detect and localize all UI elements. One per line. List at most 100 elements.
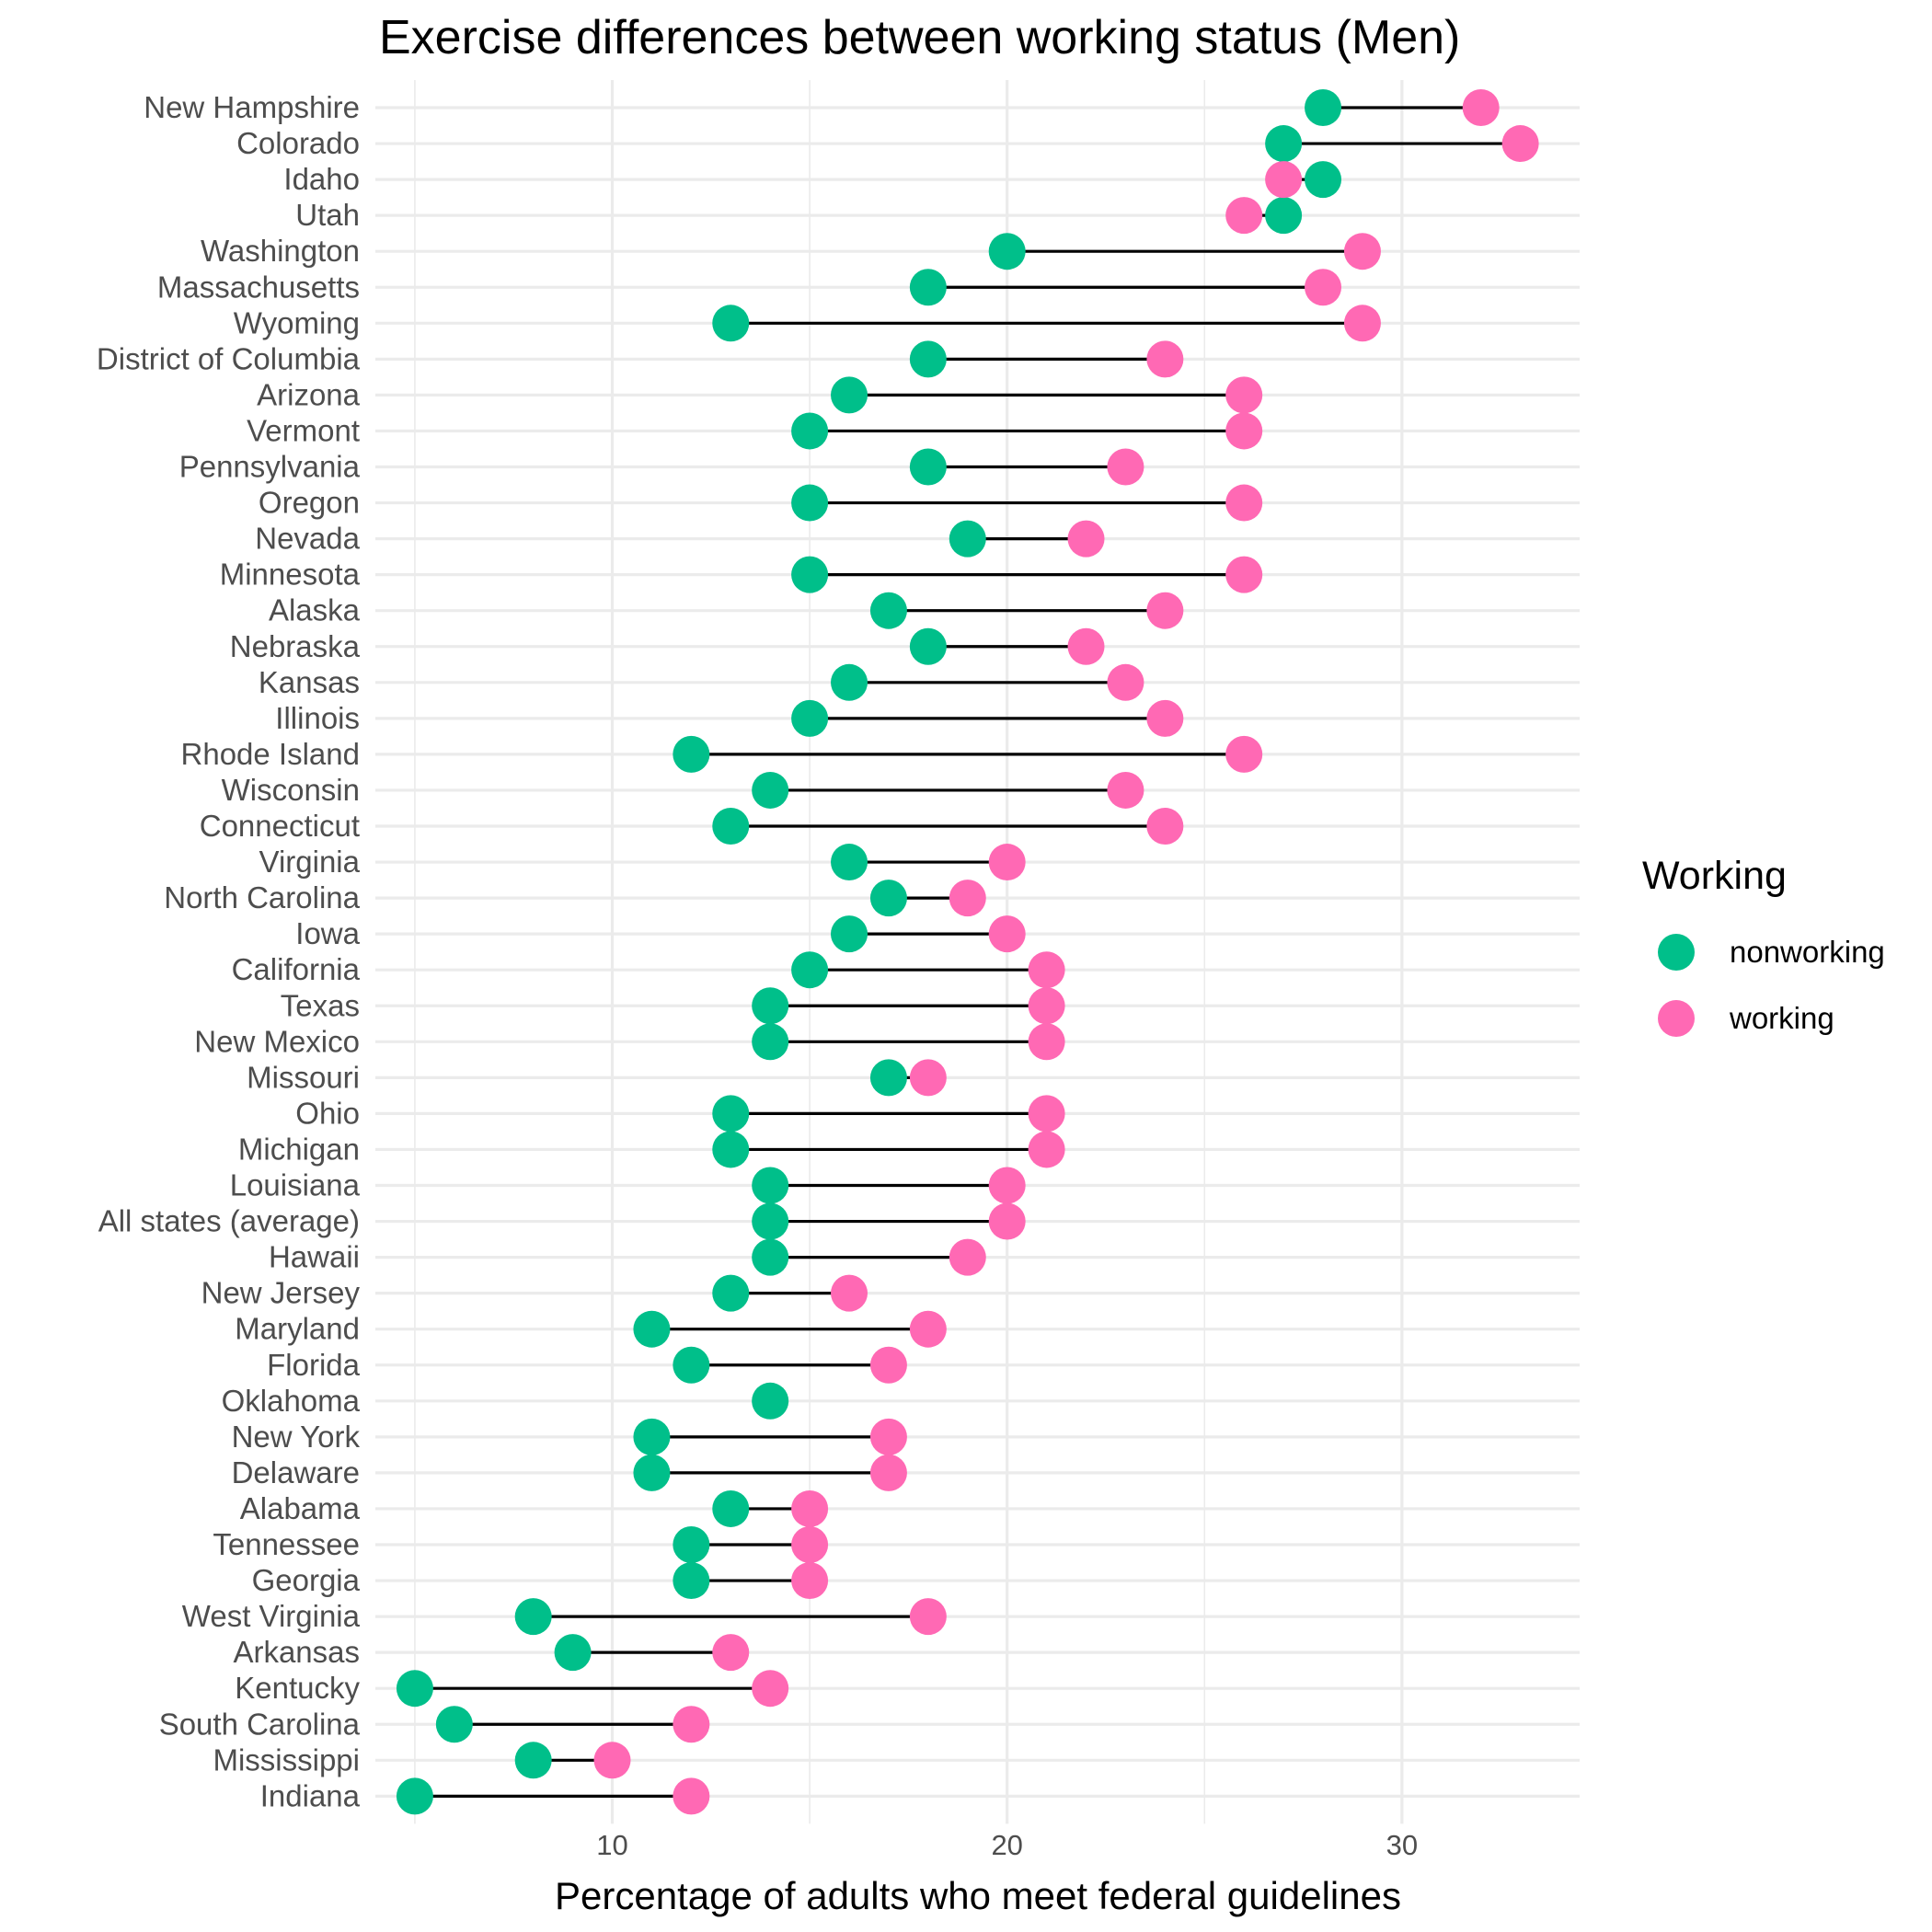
point-working (988, 1167, 1026, 1204)
point-working (909, 1598, 947, 1636)
point-nonworking (791, 699, 829, 737)
y-tick-label: Louisiana (230, 1168, 361, 1202)
point-working (1225, 376, 1263, 414)
point-working (1225, 197, 1263, 235)
point-nonworking (752, 771, 789, 809)
y-tick-label: Utah (295, 198, 360, 232)
grid-lines (375, 80, 1580, 1824)
y-tick-label: Idaho (283, 162, 360, 196)
point-nonworking (396, 1777, 433, 1815)
point-nonworking (554, 1634, 592, 1672)
point-nonworking (1305, 161, 1342, 199)
point-working (1028, 987, 1065, 1025)
y-tick-label: Wisconsin (222, 773, 360, 807)
point-nonworking (791, 412, 829, 450)
point-nonworking (949, 520, 986, 558)
y-tick-label: Connecticut (200, 809, 360, 843)
point-nonworking (909, 627, 947, 665)
legend-entries: nonworking working (1658, 934, 1885, 1037)
point-working (1225, 484, 1263, 522)
point-nonworking (831, 663, 868, 701)
y-tick-label: Maryland (235, 1312, 360, 1346)
point-working (909, 1059, 947, 1097)
legend-label-working: working (1729, 1001, 1834, 1035)
y-tick-label: Tennessee (213, 1527, 360, 1561)
y-tick-label: Indiana (260, 1778, 361, 1812)
point-working (1305, 269, 1342, 306)
y-tick-label: California (232, 952, 361, 986)
point-nonworking (673, 1346, 710, 1384)
point-nonworking (869, 880, 907, 917)
point-working (1028, 1095, 1065, 1133)
point-working (869, 1418, 907, 1455)
point-working (1067, 520, 1105, 558)
y-tick-label: Virginia (259, 845, 361, 879)
legend-key-working (1658, 1000, 1695, 1037)
point-working (831, 1274, 868, 1312)
legend-title: Working (1642, 854, 1787, 898)
point-working (1343, 233, 1381, 270)
y-tick-label: Arizona (257, 377, 361, 411)
point-working (752, 1670, 789, 1708)
point-working (1146, 592, 1184, 629)
point-working (1225, 556, 1263, 593)
point-working (791, 1526, 829, 1563)
point-nonworking (752, 987, 789, 1025)
point-working (712, 1634, 750, 1672)
point-nonworking (831, 844, 868, 881)
point-nonworking (909, 269, 947, 306)
point-nonworking (1305, 89, 1342, 126)
point-nonworking (791, 484, 829, 522)
point-nonworking (752, 1238, 789, 1276)
x-axis-tick-labels: 10 20 30 (596, 1829, 1418, 1861)
point-nonworking (673, 735, 710, 773)
point-nonworking (752, 1167, 789, 1204)
y-tick-label: Rhode Island (181, 737, 360, 771)
point-working (949, 880, 986, 917)
y-tick-label: Michigan (238, 1132, 360, 1166)
y-tick-label: West Virginia (182, 1599, 361, 1633)
point-nonworking (435, 1706, 473, 1743)
point-nonworking (752, 1382, 789, 1420)
point-nonworking (988, 233, 1026, 270)
legend: Working nonworking working (1642, 854, 1885, 1037)
point-nonworking (791, 556, 829, 593)
y-tick-label: All states (average) (98, 1204, 360, 1238)
point-nonworking (396, 1670, 433, 1708)
point-working (1028, 1023, 1065, 1061)
point-working (1107, 663, 1144, 701)
point-nonworking (712, 1489, 750, 1527)
point-nonworking (752, 1202, 789, 1240)
point-nonworking (712, 1131, 750, 1168)
x-axis-title: Percentage of adults who meet federal gu… (555, 1874, 1401, 1917)
y-tick-label: Mississippi (213, 1742, 360, 1777)
point-working (1067, 627, 1105, 665)
y-tick-label: Alabama (240, 1491, 361, 1525)
point-nonworking (712, 1274, 750, 1312)
point-nonworking (514, 1598, 552, 1636)
point-working (1146, 808, 1184, 845)
point-working (1028, 1131, 1065, 1168)
point-working (1501, 125, 1539, 163)
point-working (1107, 448, 1144, 486)
y-tick-label: Nevada (255, 522, 360, 556)
y-tick-label: Kentucky (235, 1671, 360, 1705)
x-tick-label: 30 (1386, 1829, 1418, 1861)
y-tick-label: Arkansas (233, 1635, 360, 1669)
y-tick-label: New Mexico (194, 1024, 360, 1058)
point-working (1028, 951, 1065, 989)
point-nonworking (869, 1059, 907, 1097)
point-nonworking (909, 448, 947, 486)
point-working (1462, 89, 1500, 126)
data-points (396, 89, 1539, 1815)
point-nonworking (633, 1454, 671, 1491)
y-tick-label: South Carolina (159, 1707, 361, 1741)
chart-title: Exercise differences between working sta… (379, 11, 1460, 64)
point-working (673, 1777, 710, 1815)
y-tick-label: Pennsylvania (179, 450, 361, 484)
y-tick-label: Oregon (259, 486, 360, 520)
legend-key-nonworking (1658, 934, 1695, 971)
point-working (909, 1310, 947, 1348)
y-tick-label: Massachusetts (157, 270, 360, 304)
